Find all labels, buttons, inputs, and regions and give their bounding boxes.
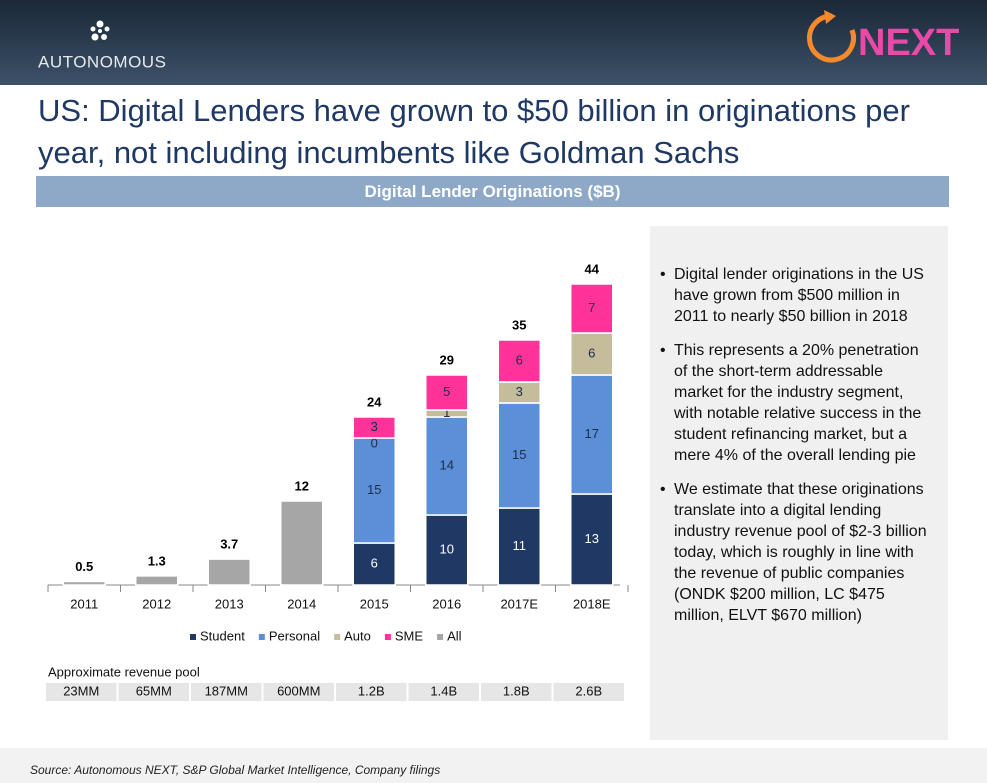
bar-segment bbox=[570, 332, 614, 376]
total-label: 44 bbox=[585, 261, 600, 276]
legend-label: Personal bbox=[269, 628, 320, 643]
x-tick-label: 2016 bbox=[432, 596, 461, 611]
brand-name: AUTONOMOUS bbox=[38, 52, 166, 71]
total-label: 29 bbox=[440, 352, 454, 367]
total-label: 3.7 bbox=[220, 537, 238, 552]
x-tick-label: 2015 bbox=[360, 596, 389, 611]
segment-label: 6 bbox=[371, 555, 378, 570]
segment-label: 3 bbox=[371, 419, 378, 434]
logo-arrow bbox=[824, 10, 836, 24]
header-graphics: AUTONOMOUS NEXT bbox=[38, 10, 959, 71]
bar-segment bbox=[207, 558, 251, 586]
total-label: 12 bbox=[295, 478, 309, 493]
segment-label: 3 bbox=[516, 384, 523, 399]
legend-label: Student bbox=[200, 628, 245, 643]
segment-label: 15 bbox=[367, 482, 381, 497]
x-tick-label: 2017E bbox=[500, 596, 538, 611]
bullet: This represents a 20% penetration of the… bbox=[660, 340, 934, 466]
revenue-value: 187MM bbox=[205, 683, 248, 698]
segment-label: 13 bbox=[585, 531, 599, 546]
bar-segment bbox=[280, 500, 324, 586]
revenue-cell bbox=[191, 683, 262, 701]
revenue-value: 65MM bbox=[136, 683, 172, 698]
header: AUTONOMOUS NEXT bbox=[0, 0, 987, 85]
segment-label: 6 bbox=[588, 345, 595, 360]
source: Source: Autonomous NEXT, S&P Global Mark… bbox=[30, 763, 441, 777]
segment-label: 0 bbox=[371, 435, 378, 450]
segment-label: 7 bbox=[588, 300, 595, 315]
legend-marker bbox=[384, 634, 391, 640]
bullet: We estimate that these originations tran… bbox=[660, 479, 934, 626]
revenue-pool-label: Approximate revenue pool bbox=[48, 664, 200, 679]
revenue-cell bbox=[481, 683, 552, 701]
x-tick-label: 2014 bbox=[287, 596, 316, 611]
legend-marker bbox=[190, 634, 196, 640]
bar-segment bbox=[135, 575, 179, 586]
revenue-cell bbox=[46, 683, 117, 701]
segment-label: 5 bbox=[443, 384, 450, 399]
segment-label: 17 bbox=[585, 426, 599, 441]
revenue-value: 600MM bbox=[277, 683, 320, 698]
bar-segment bbox=[425, 514, 469, 586]
bar-segment bbox=[570, 283, 614, 334]
revenue-cell bbox=[336, 683, 407, 701]
legend-label: Auto bbox=[344, 628, 371, 643]
bullet-panel: Digital lender originations in the US ha… bbox=[650, 226, 948, 740]
total-label: 1.3 bbox=[148, 553, 166, 568]
segment-label: 6 bbox=[516, 352, 523, 367]
bar-segment bbox=[62, 580, 106, 586]
chart: 20110.520121.320133.72014122015615032420… bbox=[46, 261, 629, 701]
bar-segment bbox=[570, 493, 614, 586]
total-label: 24 bbox=[367, 394, 382, 409]
logo-arc bbox=[807, 13, 856, 63]
revenue-cell bbox=[263, 683, 334, 701]
legend-label: All bbox=[447, 628, 462, 643]
logo-text: NEXT bbox=[858, 22, 959, 64]
revenue-value: 23MM bbox=[63, 683, 99, 698]
x-tick-label: 2011 bbox=[70, 596, 98, 611]
segment-label: 14 bbox=[440, 457, 454, 472]
segment-label: 11 bbox=[513, 538, 527, 553]
x-tick-label: 2012 bbox=[142, 596, 171, 611]
x-tick-label: 2013 bbox=[215, 596, 244, 611]
bar-segment bbox=[570, 374, 614, 495]
revenue-value: 2.6B bbox=[575, 683, 602, 698]
legend-marker bbox=[334, 634, 341, 640]
revenue-cell bbox=[408, 683, 479, 701]
slide-title: US: Digital Lenders have grown to $50 bi… bbox=[38, 93, 910, 170]
segment-label: 1 bbox=[443, 405, 450, 420]
bullet: Digital lender originations in the US ha… bbox=[660, 264, 934, 327]
total-label: 0.5 bbox=[75, 559, 93, 574]
total-label: 35 bbox=[512, 317, 526, 332]
bar-segment bbox=[497, 339, 541, 383]
legend-marker bbox=[437, 634, 444, 640]
brand-icon bbox=[90, 20, 110, 41]
revenue-value: 1.4B bbox=[430, 683, 457, 698]
segment-label: 15 bbox=[512, 447, 526, 462]
revenue-value: 1.8B bbox=[503, 683, 530, 698]
revenue-cell bbox=[118, 683, 189, 701]
chart-title: Digital Lender Originations ($B) bbox=[36, 176, 949, 207]
bar-segment bbox=[352, 416, 396, 439]
legend-marker bbox=[258, 634, 265, 640]
segment-label: 10 bbox=[440, 541, 454, 556]
x-tick-label: 2018E bbox=[573, 596, 611, 611]
legend-label: SME bbox=[395, 628, 424, 643]
footer bbox=[0, 748, 987, 783]
bullet-list: Digital lender originations in the US ha… bbox=[650, 226, 948, 626]
bar-segment bbox=[425, 374, 469, 411]
revenue-cell bbox=[553, 683, 624, 701]
revenue-value: 1.2B bbox=[358, 683, 385, 698]
